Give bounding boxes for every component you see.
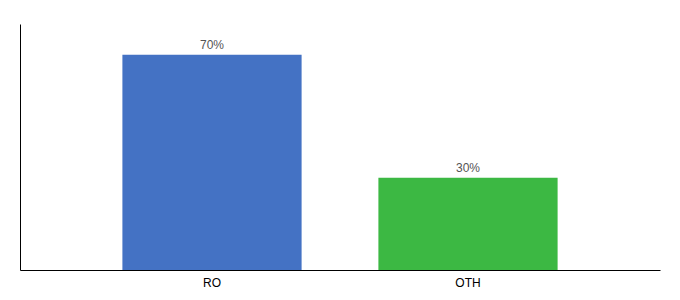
y-axis-line	[20, 25, 21, 271]
x-tick: RO	[203, 276, 221, 290]
x-tick-label: RO	[203, 276, 221, 290]
data-label: 70%	[200, 38, 224, 52]
x-tick-label: OTH	[455, 276, 480, 290]
data-label: 30%	[456, 161, 480, 175]
data-labels: 70% 30%	[200, 38, 480, 175]
x-axis: RO OTH	[21, 271, 661, 291]
x-axis-line	[21, 270, 661, 271]
plot: RO OTH 70% 30%	[21, 25, 661, 291]
bar	[378, 178, 557, 270]
y-axis	[20, 25, 21, 271]
chart: RO OTH 70% 30%	[0, 0, 680, 300]
bar	[122, 55, 301, 270]
bars	[122, 55, 557, 270]
x-tick: OTH	[455, 276, 480, 290]
